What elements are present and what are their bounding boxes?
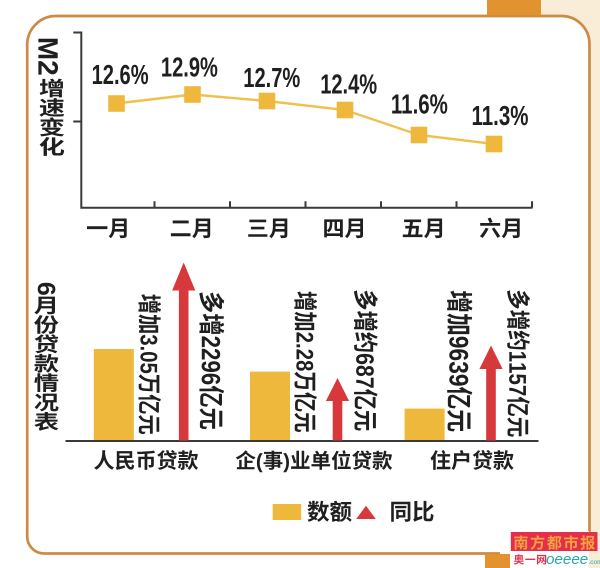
svg-text:12.9%: 12.9% [161,52,218,83]
svg-text:12.4%: 12.4% [320,69,377,100]
svg-text:12.7%: 12.7% [243,62,300,93]
svg-text:oeeee: oeeee [546,551,588,568]
svg-text:.com: .com [589,559,600,566]
svg-text:11.3%: 11.3% [472,100,529,131]
svg-text:12.6%: 12.6% [92,59,149,90]
svg-text:11.6%: 11.6% [391,89,448,120]
